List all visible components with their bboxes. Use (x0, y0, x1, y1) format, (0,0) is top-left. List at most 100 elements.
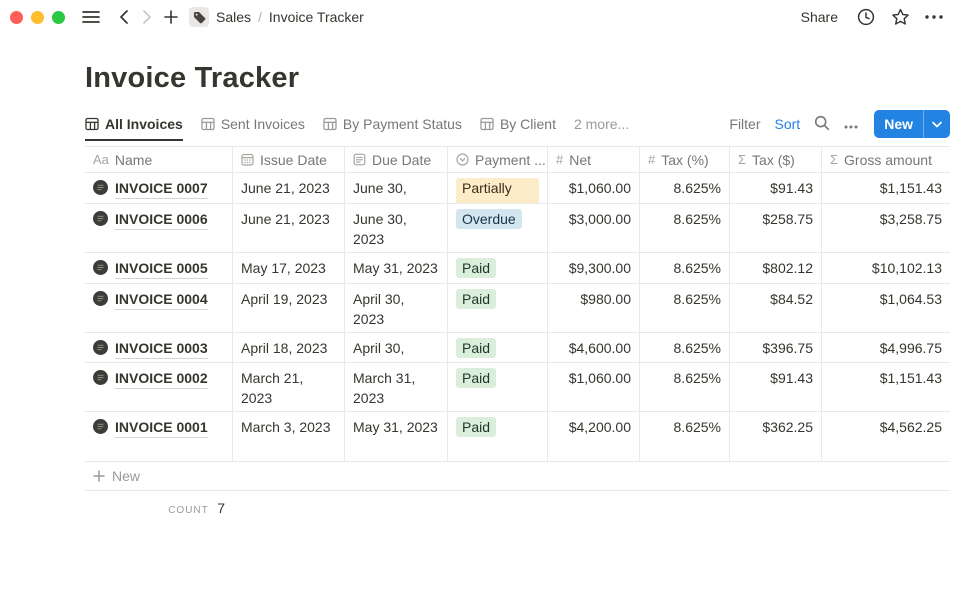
gross-amount-cell[interactable]: $1,064.53 (879, 291, 942, 307)
invoice-name-link[interactable]: INVOICE 0004 (115, 289, 208, 310)
due-date-cell[interactable]: April 30, 2023 (345, 284, 448, 332)
new-button[interactable]: New (874, 110, 950, 138)
invoice-name-link[interactable]: INVOICE 0005 (115, 258, 208, 279)
tax-pct-cell[interactable]: 8.625% (640, 412, 730, 461)
search-icon[interactable] (814, 115, 830, 134)
table-row[interactable]: INVOICE 0006 June 21, 2023 June 30, 2023… (85, 204, 950, 253)
due-date-cell[interactable]: May 31, 2023 (345, 253, 448, 283)
maximize-window-button[interactable] (52, 10, 65, 24)
issue-date-cell[interactable]: May 17, 2023 (233, 253, 345, 283)
net-cell[interactable]: $4,200.00 (548, 412, 640, 461)
favorite-star-icon[interactable] (888, 5, 912, 29)
table-row[interactable]: INVOICE 0007 June 21, 2023 June 30, 2023… (85, 173, 950, 204)
sort-button[interactable]: Sort (774, 116, 801, 132)
tag-icon[interactable] (189, 7, 209, 27)
invoice-name-link[interactable]: INVOICE 0001 (115, 417, 208, 438)
table-row[interactable]: INVOICE 0002 March 21, 2023 March 31, 20… (85, 363, 950, 412)
tax-usd-cell[interactable]: $258.75 (730, 204, 822, 252)
filter-button[interactable]: Filter (729, 116, 761, 132)
column-header-tax-usd[interactable]: Σ Tax ($) (730, 147, 822, 172)
tax-usd-cell[interactable]: $362.25 (730, 412, 822, 461)
tax-pct-cell[interactable]: 8.625% (640, 284, 730, 332)
gross-amount-cell[interactable]: $3,258.75 (879, 211, 942, 227)
column-header-payment-status[interactable]: Payment ... (448, 147, 548, 172)
net-cell[interactable]: $1,060.00 (548, 363, 640, 411)
more-views-button[interactable]: 2 more... (573, 116, 630, 132)
tab-sent-invoices[interactable]: Sent Invoices (201, 111, 305, 141)
tax-pct-cell[interactable]: 8.625% (640, 363, 730, 411)
invoice-name-cell[interactable]: INVOICE 0006 (85, 204, 233, 252)
invoice-name-link[interactable]: INVOICE 0007 (115, 178, 208, 199)
issue-date-cell[interactable]: June 21, 2023 (233, 173, 345, 203)
breadcrumb-page[interactable]: Invoice Tracker (268, 9, 364, 25)
invoice-name-cell[interactable]: INVOICE 0002 (85, 363, 233, 411)
table-row[interactable]: INVOICE 0003 April 18, 2023 April 30, 20… (85, 333, 950, 363)
gross-amount-cell[interactable]: $1,151.43 (879, 180, 942, 196)
more-options-icon[interactable] (922, 5, 946, 29)
gross-amount-cell[interactable]: $4,562.25 (879, 419, 942, 435)
tab-all-invoices[interactable]: All Invoices (85, 111, 183, 141)
tax-usd-cell[interactable]: $91.43 (730, 173, 822, 203)
due-date-cell[interactable]: June 30, 2023 (345, 173, 448, 203)
column-header-name[interactable]: Aa Name (85, 147, 233, 172)
chevron-down-icon[interactable] (924, 110, 950, 138)
invoice-name-link[interactable]: INVOICE 0003 (115, 338, 208, 359)
add-page-icon[interactable] (159, 5, 183, 29)
invoice-name-cell[interactable]: INVOICE 0004 (85, 284, 233, 332)
view-options-icon[interactable] (844, 116, 858, 132)
invoice-name-link[interactable]: INVOICE 0006 (115, 209, 208, 230)
close-window-button[interactable] (10, 10, 23, 24)
minimize-window-button[interactable] (31, 10, 44, 24)
payment-status-cell[interactable]: Partially Paid (448, 173, 548, 203)
tax-pct-cell[interactable]: 8.625% (640, 204, 730, 252)
net-cell[interactable]: $4,600.00 (548, 333, 640, 362)
payment-status-cell[interactable]: Paid (448, 412, 548, 461)
new-button-label[interactable]: New (884, 116, 913, 132)
tax-pct-cell[interactable]: 8.625% (640, 173, 730, 203)
count-calculation[interactable]: count 7 (85, 491, 233, 518)
invoice-name-cell[interactable]: INVOICE 0007 (85, 173, 233, 203)
payment-status-cell[interactable]: Overdue (448, 204, 548, 252)
due-date-cell[interactable]: March 31, 2023 (345, 363, 448, 411)
issue-date-cell[interactable]: April 18, 2023 (233, 333, 345, 362)
invoice-name-cell[interactable]: INVOICE 0003 (85, 333, 233, 362)
gross-amount-cell[interactable]: $10,102.13 (871, 260, 942, 276)
sidebar-toggle-icon[interactable] (79, 5, 103, 29)
table-row[interactable]: INVOICE 0001 March 3, 2023 May 31, 2023 … (85, 412, 950, 462)
net-cell[interactable]: $1,060.00 (548, 173, 640, 203)
column-header-gross-amount[interactable]: Σ Gross amount (822, 147, 950, 172)
payment-status-cell[interactable]: Paid (448, 253, 548, 283)
breadcrumb-workspace[interactable]: Sales (216, 9, 252, 25)
column-header-issue-date[interactable]: Issue Date (233, 147, 345, 172)
payment-status-cell[interactable]: Paid (448, 363, 548, 411)
invoice-name-link[interactable]: INVOICE 0002 (115, 368, 208, 389)
issue-date-cell[interactable]: June 21, 2023 (233, 204, 345, 252)
tab-by-payment-status[interactable]: By Payment Status (323, 111, 462, 141)
updates-clock-icon[interactable] (854, 5, 878, 29)
tax-pct-cell[interactable]: 8.625% (640, 333, 730, 362)
issue-date-cell[interactable]: March 3, 2023 (233, 412, 345, 461)
tax-pct-cell[interactable]: 8.625% (640, 253, 730, 283)
issue-date-cell[interactable]: April 19, 2023 (233, 284, 345, 332)
tax-usd-cell[interactable]: $84.52 (730, 284, 822, 332)
table-row[interactable]: INVOICE 0004 April 19, 2023 April 30, 20… (85, 284, 950, 333)
back-icon[interactable] (111, 5, 135, 29)
column-header-due-date[interactable]: Due Date (345, 147, 448, 172)
issue-date-cell[interactable]: March 21, 2023 (233, 363, 345, 411)
due-date-cell[interactable]: April 30, 2023 (345, 333, 448, 362)
tab-by-client[interactable]: By Client (480, 111, 556, 141)
forward-icon[interactable] (135, 5, 159, 29)
invoice-name-cell[interactable]: INVOICE 0005 (85, 253, 233, 283)
due-date-cell[interactable]: June 30, 2023 (345, 204, 448, 252)
tax-usd-cell[interactable]: $396.75 (730, 333, 822, 362)
payment-status-cell[interactable]: Paid (448, 284, 548, 332)
gross-amount-cell[interactable]: $4,996.75 (879, 340, 942, 356)
tax-usd-cell[interactable]: $91.43 (730, 363, 822, 411)
due-date-cell[interactable]: May 31, 2023 (345, 412, 448, 461)
gross-amount-cell[interactable]: $1,151.43 (879, 370, 942, 386)
table-row[interactable]: INVOICE 0005 May 17, 2023 May 31, 2023 P… (85, 253, 950, 284)
share-button[interactable]: Share (800, 9, 838, 25)
net-cell[interactable]: $3,000.00 (548, 204, 640, 252)
column-header-net[interactable]: # Net (548, 147, 640, 172)
column-header-tax-pct[interactable]: # Tax (%) (640, 147, 730, 172)
